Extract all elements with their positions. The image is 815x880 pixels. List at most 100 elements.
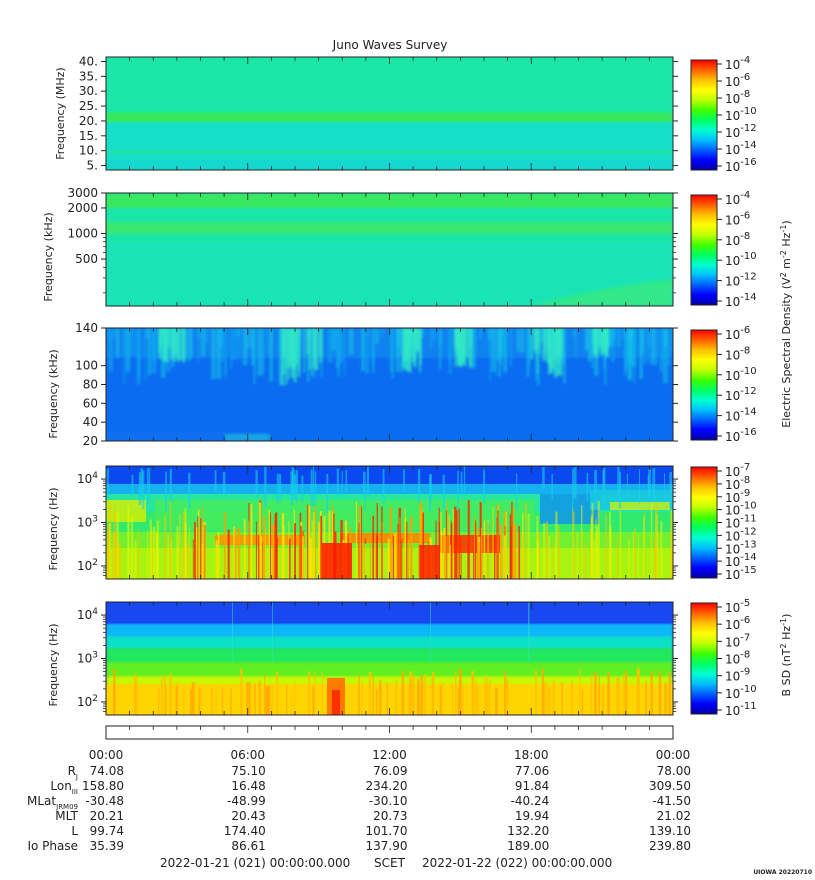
colorbar-tick-label: 10-5 xyxy=(725,598,750,615)
y-tick-label: 20. xyxy=(79,114,98,128)
panel-3-ylabel: Frequency (kHz) xyxy=(47,349,60,438)
y-tick-label: 104 xyxy=(77,471,98,486)
ephemeris-value: 309.50 xyxy=(649,779,691,793)
ephemeris-value: 35.39 xyxy=(90,839,124,853)
spectrogram-2 xyxy=(106,193,673,306)
colorbar-tick-label: 10-4 xyxy=(725,55,750,72)
colorbar-tick-label: 10-8 xyxy=(725,231,750,248)
colorbar-tick-label: 10-12 xyxy=(725,123,757,140)
colorbar-tick-label: 10-14 xyxy=(725,140,757,157)
spectrogram-5 xyxy=(106,602,673,715)
ephemeris-value: 74.08 xyxy=(90,764,124,778)
ephemeris-value: 101.70 xyxy=(366,824,408,838)
y-tick-label: 500 xyxy=(75,252,98,266)
panel-1-colorbar xyxy=(690,59,718,171)
ephemeris-value: 86.61 xyxy=(231,839,265,853)
colorbar-tick-label: 10-15 xyxy=(725,565,757,582)
colorbar-tick-label: 10-14 xyxy=(725,292,757,309)
y-tick-label: 30. xyxy=(79,84,98,98)
ephemeris-value: 239.80 xyxy=(649,839,691,853)
panel-5-ylabel: Frequency (Hz) xyxy=(47,624,60,707)
colorbar-tick-label: 10-9 xyxy=(725,488,750,505)
panel-1-ylabel: Frequency (MHz) xyxy=(54,67,67,159)
y-tick-label: 60 xyxy=(83,396,98,410)
time-range-end: 2022-01-22 (022) 00:00:00.000 xyxy=(422,856,612,870)
panel-4-colorbar xyxy=(690,466,718,579)
y-tick-label: 35. xyxy=(79,69,98,83)
spectrogram-1 xyxy=(106,57,673,170)
time-tick-label: 00:00 xyxy=(89,748,124,762)
y-tick-label: 104 xyxy=(77,607,98,622)
colorbar-tick-label: 10-10 xyxy=(725,684,757,701)
colorbar-tick-label: 10-8 xyxy=(725,475,750,492)
colorbar-tick-label: 10-10 xyxy=(725,106,757,123)
y-tick-label: 20 xyxy=(83,434,98,448)
ephemeris-value: 20.21 xyxy=(90,809,124,823)
ephemeris-value: 75.10 xyxy=(231,764,265,778)
ephemeris-value: 77.06 xyxy=(515,764,549,778)
panel-1-y-axis: 40.35.30.25.20.15.10.5. xyxy=(79,54,678,173)
ephemeris-value: 21.02 xyxy=(657,809,691,823)
panel-2-colorbar-ticks: 10-4 10-6 10-8 10-10 10-12 10-14 xyxy=(717,190,757,309)
ephemeris-value: 78.00 xyxy=(657,764,691,778)
colorbar-tick-label: 10-6 xyxy=(725,615,750,632)
colorbar-tick-label: 10-14 xyxy=(725,552,757,569)
time-range-label: SCET xyxy=(374,856,406,870)
b-colorbar-label: B SD (nT2 Hz-1) xyxy=(779,614,793,697)
panel-3-colorbar xyxy=(690,329,718,441)
ephemeris-value: 76.09 xyxy=(373,764,407,778)
colorbar-tick-label: 10-12 xyxy=(725,526,757,543)
ephemeris-value: 20.43 xyxy=(231,809,265,823)
colorbar-tick-label: 10-6 xyxy=(725,72,750,89)
y-tick-label: 40. xyxy=(79,54,98,68)
y-tick-label: 100 xyxy=(75,359,98,373)
panel-4-ylabel: Frequency (Hz) xyxy=(47,488,60,571)
ephemeris-value: 99.74 xyxy=(90,824,124,838)
colorbar-tick-label: 10-7 xyxy=(725,462,750,479)
colorbar-tick-label: 10-10 xyxy=(725,251,757,268)
ephemeris-value: -41.50 xyxy=(652,794,691,808)
spectrogram-3 xyxy=(106,328,673,441)
colorbar-tick-label: 10-16 xyxy=(725,427,757,444)
y-tick-label: 3000 xyxy=(67,186,98,200)
panel-5-y-axis: 104 103 102 xyxy=(77,602,678,715)
ephemeris-value: 91.84 xyxy=(515,779,549,793)
y-tick-label: 10. xyxy=(79,144,98,158)
ephemeris-value: 189.00 xyxy=(507,839,549,853)
ephemeris-value: 16.48 xyxy=(231,779,265,793)
colorbar-tick-label: 10-13 xyxy=(725,539,757,556)
ephemeris-value: 20.73 xyxy=(373,809,407,823)
colorbar-tick-label: 10-7 xyxy=(725,632,750,649)
y-tick-label: 25. xyxy=(79,99,98,113)
y-tick-label: 1000 xyxy=(67,227,98,241)
ephemeris-value: 174.40 xyxy=(224,824,266,838)
ephemeris-row-label: Io Phase xyxy=(27,839,78,853)
colorbar-tick-label: 10-12 xyxy=(725,272,757,289)
panel-5-colorbar xyxy=(690,602,718,715)
colorbar-tick-label: 10-8 xyxy=(725,650,750,667)
ephemeris-value: -40.24 xyxy=(511,794,550,808)
ephemeris-value: -48.99 xyxy=(227,794,266,808)
colorbar-tick-label: 10-8 xyxy=(725,89,750,106)
colorbar-tick-label: 10-9 xyxy=(725,667,750,684)
ephemeris-value: 19.94 xyxy=(515,809,549,823)
panel-3-y-axis: 140 100 80 60 40 20 xyxy=(75,321,678,448)
colorbar-tick-label: 10-10 xyxy=(725,501,757,518)
time-tick-label: 06:00 xyxy=(230,748,265,762)
footer-tag: UIOWA 20220710 xyxy=(753,869,812,876)
panel-3-colorbar-ticks: 10-6 10-8 10-10 10-12 10-14 10-16 xyxy=(717,325,757,444)
y-tick-label: 2000 xyxy=(67,201,98,215)
y-tick-label: 103 xyxy=(77,651,98,666)
ephemeris-row-label: MLT xyxy=(55,809,78,823)
ephemeris-row-label: LonIII xyxy=(50,779,78,796)
spectrogram-4 xyxy=(106,466,673,579)
y-tick-label: 103 xyxy=(77,515,98,530)
e-colorbar-label: Electric Spectral Density (V2 m-2 Hz-1) xyxy=(779,220,793,427)
